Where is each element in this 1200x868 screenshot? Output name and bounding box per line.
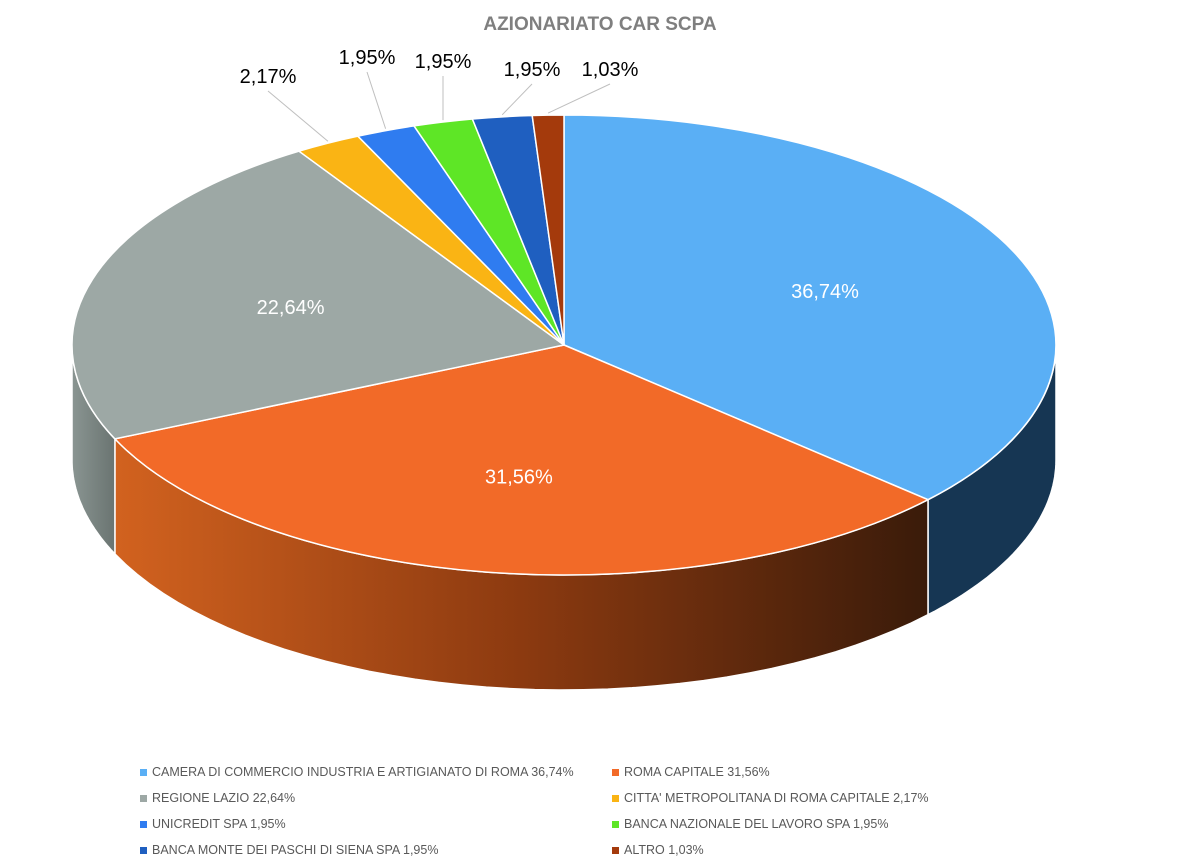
- legend-item: ALTRO 1,03%: [612, 841, 1032, 859]
- legend-label: ROMA CAPITALE 31,56%: [624, 765, 770, 779]
- legend: CAMERA DI COMMERCIO INDUSTRIA E ARTIGIAN…: [140, 763, 1040, 859]
- legend-item: BANCA MONTE DEI PASCHI DI SIENA SPA 1,95…: [140, 841, 612, 859]
- pie-slice-8: [531, 114, 565, 346]
- legend-item: ROMA CAPITALE 31,56%: [612, 763, 1032, 781]
- legend-label: BANCA NAZIONALE DEL LAVORO SPA 1,95%: [624, 817, 889, 831]
- leader-line-5: [366, 71, 387, 129]
- legend-swatch: [612, 846, 619, 854]
- legend-swatch: [140, 820, 147, 828]
- legend-item: CAMERA DI COMMERCIO INDUSTRIA E ARTIGIAN…: [140, 763, 612, 781]
- legend-item: REGIONE LAZIO 22,64%: [140, 789, 612, 807]
- legend-label: CAMERA DI COMMERCIO INDUSTRIA E ARTIGIAN…: [152, 765, 574, 779]
- data-label-1: 36,74%: [791, 281, 859, 303]
- legend-swatch: [612, 794, 619, 802]
- data-label-2: 31,56%: [485, 467, 553, 489]
- data-label-6: 1,95%: [415, 51, 472, 73]
- legend-label: UNICREDIT SPA 1,95%: [152, 817, 286, 831]
- legend-item: BANCA NAZIONALE DEL LAVORO SPA 1,95%: [612, 815, 1032, 833]
- legend-label: BANCA MONTE DEI PASCHI DI SIENA SPA 1,95…: [152, 843, 439, 857]
- data-label-7: 1,95%: [504, 59, 561, 81]
- legend-item: UNICREDIT SPA 1,95%: [140, 815, 612, 833]
- leader-line-4: [267, 90, 329, 142]
- data-label-4: 2,17%: [240, 66, 297, 88]
- legend-swatch: [612, 820, 619, 828]
- legend-item: CITTA' METROPOLITANA DI ROMA CAPITALE 2,…: [612, 789, 1032, 807]
- pie-slice-2: [114, 344, 929, 576]
- legend-swatch: [612, 768, 619, 776]
- legend-swatch: [140, 794, 147, 802]
- data-label-3: 22,64%: [257, 297, 325, 319]
- legend-swatch: [140, 846, 147, 854]
- leader-line-8: [547, 83, 611, 114]
- legend-label: ALTRO 1,03%: [624, 843, 704, 857]
- data-label-8: 1,03%: [582, 59, 639, 81]
- legend-label: REGIONE LAZIO 22,64%: [152, 791, 296, 805]
- leader-line-7: [501, 83, 533, 116]
- pie-slice-1: [563, 114, 1057, 501]
- legend-label: CITTA' METROPOLITANA DI ROMA CAPITALE 2,…: [624, 791, 929, 805]
- data-label-5: 1,95%: [339, 47, 396, 69]
- legend-swatch: [140, 768, 147, 776]
- pie-slice-3: [71, 150, 565, 440]
- chart-title: AZIONARIATO CAR SCPA: [483, 14, 717, 35]
